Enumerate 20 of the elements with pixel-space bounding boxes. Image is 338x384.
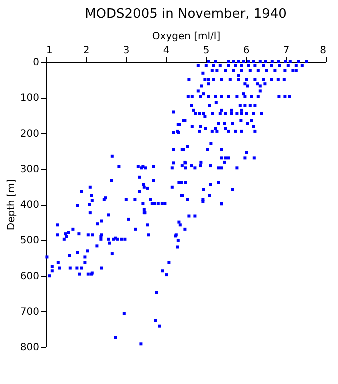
y-tick-label: 0	[33, 58, 40, 68]
chart-title: MODS2005 in November, 1940	[85, 7, 287, 22]
y-tick-label: 100	[20, 93, 40, 104]
y-tick-label: 800	[20, 342, 40, 354]
y-tick-label: 700	[20, 306, 40, 318]
x-tick-label: 8	[320, 46, 326, 56]
x-axis-title: Oxygen [ml/l]	[152, 32, 221, 42]
y-tick-label: 400	[20, 200, 40, 211]
y-tick-label: 200	[20, 128, 40, 140]
x-tick-label: 7	[283, 46, 290, 56]
x-tick-label: 6	[243, 46, 250, 56]
y-tick-label: 500	[20, 236, 40, 247]
x-tick-label: 5	[203, 46, 210, 56]
y-tick-label: 300	[20, 164, 40, 176]
y-tick-label: 600	[20, 271, 40, 282]
x-tick-label: 1	[46, 46, 53, 56]
x-tick-label: 4	[163, 46, 170, 56]
x-tick-label: 2	[83, 46, 90, 56]
x-tick-label: 3	[123, 46, 130, 56]
y-axis-title: Depth [m]	[6, 179, 18, 231]
